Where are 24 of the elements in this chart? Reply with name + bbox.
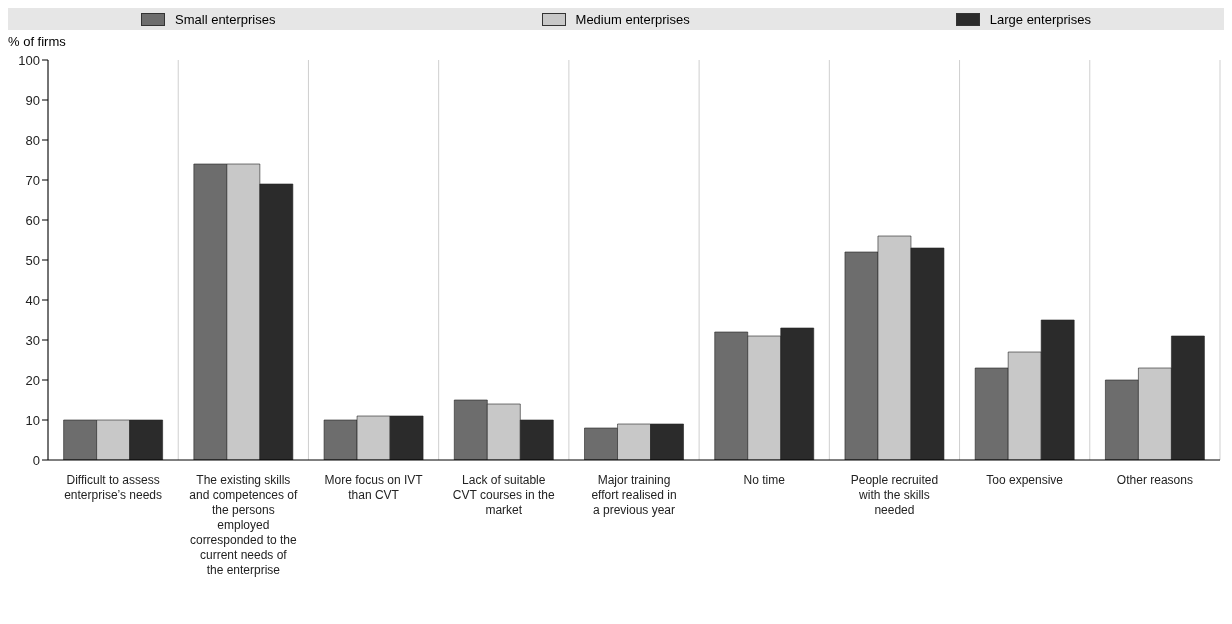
x-tick-label: The existing skills and competences of the persons employed corresponded to the current needs of the enterprise bbox=[189, 473, 299, 577]
y-tick-label: 10 bbox=[25, 412, 40, 428]
y-tick-label: 30 bbox=[25, 332, 40, 348]
x-tick-label: Major training effort realised in a previous year bbox=[591, 473, 677, 517]
x-tick-label: Too expensive bbox=[986, 473, 1064, 487]
y-tick-label: 40 bbox=[25, 292, 40, 308]
y-tick-label: 0 bbox=[32, 452, 40, 468]
y-tick-label: 100 bbox=[18, 52, 40, 68]
y-tick-label: 20 bbox=[25, 372, 40, 388]
x-tick-label: No time bbox=[743, 473, 786, 487]
x-tick-label: More focus on IVT than CVT bbox=[324, 473, 424, 502]
y-tick-label: 80 bbox=[25, 132, 40, 148]
legend-label: Medium enterprises bbox=[575, 11, 690, 27]
x-tick-label: Lack of suitable CVT courses in the market bbox=[452, 473, 556, 517]
legend-label: Small enterprises bbox=[175, 11, 276, 27]
x-tick-label: Other reasons bbox=[1116, 473, 1193, 487]
y-tick-label: 70 bbox=[25, 172, 40, 188]
legend-label: Large enterprises bbox=[989, 11, 1091, 27]
y-tick-label: 50 bbox=[25, 252, 40, 268]
y-tick-label: 60 bbox=[25, 212, 40, 228]
y-axis-title: % of firms bbox=[8, 34, 66, 49]
y-tick-label: 90 bbox=[25, 92, 40, 108]
x-tick-label: Difficult to assess enterprise’s needs bbox=[64, 473, 163, 502]
x-tick-label: People recruited with the skills needed bbox=[850, 473, 939, 517]
